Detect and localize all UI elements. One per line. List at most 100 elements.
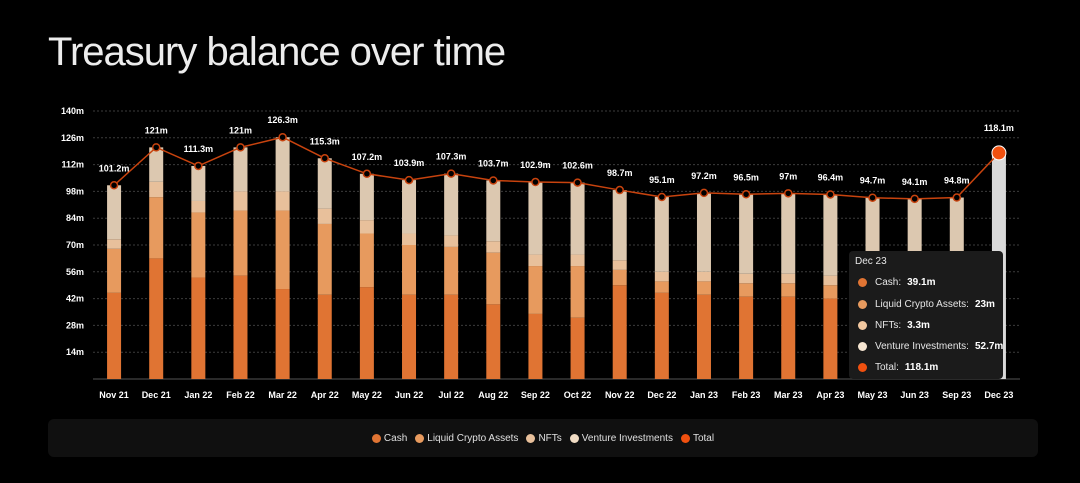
- bar-cash: [359, 287, 374, 379]
- legend-item-liquid[interactable]: Liquid Crypto Assets: [415, 433, 518, 444]
- x-tick-label: Sep 23: [942, 390, 971, 400]
- bar-liquid: [823, 285, 838, 299]
- bar-cash: [781, 296, 796, 379]
- x-tick-label: May 23: [858, 390, 888, 400]
- x-tick-label: Sep 22: [521, 390, 550, 400]
- y-tick-label: 14m: [66, 347, 84, 357]
- bar-liquid: [486, 252, 501, 305]
- total-point: [531, 177, 540, 187]
- bar-nfts: [654, 271, 669, 282]
- total-point: [362, 169, 372, 179]
- bar-nfts: [444, 235, 459, 247]
- y-tick-label: 56m: [66, 267, 84, 277]
- total-dot-icon: [858, 362, 867, 372]
- legend-item-nfts[interactable]: NFTs: [526, 432, 562, 444]
- x-tick-label: Nov 22: [605, 390, 635, 400]
- bar-venture: [486, 180, 501, 242]
- bar-cash: [528, 313, 543, 379]
- total-value-label: 96.4m: [818, 172, 844, 182]
- bar-nfts: [696, 271, 711, 282]
- total-value-label: 121m: [145, 125, 168, 135]
- chart-tooltip: Dec 23 Cash: 39.1m Liquid Crypto Assets:…: [849, 251, 1003, 379]
- total-value-label: 118.1m: [984, 123, 1014, 133]
- venture-swatch-icon: [569, 433, 579, 443]
- total-swatch-icon: [680, 433, 690, 443]
- tooltip-label: Cash:: [875, 276, 902, 288]
- total-value-label: 107.2m: [352, 152, 383, 162]
- bar-liquid: [444, 246, 459, 295]
- tooltip-value: 118.1m: [904, 361, 939, 373]
- bar-venture: [233, 147, 248, 192]
- legend-item-cash[interactable]: Cash: [371, 432, 408, 444]
- tooltip-row-cash: Cash: 39.1m: [858, 275, 935, 289]
- bar-cash: [275, 289, 290, 379]
- bar-cash: [233, 275, 248, 379]
- total-point: [151, 143, 161, 152]
- bar-nfts: [570, 254, 585, 267]
- legend-item-total[interactable]: Total: [680, 432, 715, 444]
- x-tick-label: Feb 23: [732, 390, 761, 400]
- bar-venture: [612, 190, 627, 261]
- bar-venture: [359, 173, 374, 221]
- legend-label: NFTs: [538, 432, 562, 444]
- bar-nfts: [402, 233, 417, 245]
- total-value-label: 97.2m: [691, 171, 717, 181]
- bar-nfts: [739, 273, 754, 284]
- liquid-dot-icon: [858, 299, 867, 309]
- total-value-label: 102.6m: [562, 161, 593, 171]
- total-line: [113, 136, 1000, 200]
- bar-venture: [528, 182, 543, 255]
- total-value-label: 101.2m: [99, 163, 130, 173]
- x-tick-label: Jul 22: [438, 390, 464, 400]
- bar-nfts: [149, 181, 164, 198]
- bar-liquid: [570, 266, 585, 318]
- bar-liquid: [696, 281, 711, 295]
- bar-venture: [317, 158, 332, 209]
- bar-cash: [402, 294, 417, 379]
- nfts-swatch-icon: [526, 433, 536, 443]
- tooltip-label: Venture Investments:: [875, 340, 969, 352]
- x-tick-label: Mar 23: [774, 390, 803, 400]
- bar-cash: [612, 285, 627, 379]
- nfts-dot-icon: [858, 320, 867, 330]
- y-tick-label: 140m: [61, 106, 84, 116]
- total-point: [194, 161, 203, 171]
- x-tick-label: Dec 22: [647, 390, 676, 400]
- legend-item-venture[interactable]: Venture Investments: [569, 433, 673, 444]
- bar-venture: [191, 165, 206, 201]
- tooltip-row-liquid: Liquid Crypto Assets: 23m: [858, 297, 995, 311]
- bar-nfts: [275, 191, 290, 211]
- total-point: [826, 190, 835, 199]
- x-tick-label: Dec 21: [142, 390, 171, 400]
- tooltip-title: Dec 23: [855, 256, 887, 267]
- x-tick-label: Apr 23: [816, 390, 844, 400]
- total-point: [236, 143, 245, 152]
- total-point-highlight: [991, 145, 1007, 161]
- bar-cash: [107, 292, 122, 379]
- legend-label: Total: [692, 432, 715, 444]
- bar-venture: [402, 180, 417, 234]
- bar-cash: [570, 317, 585, 379]
- total-point: [320, 154, 329, 163]
- legend-label: Cash: [383, 432, 408, 444]
- tooltip-row-venture: Venture Investments: 52.7m: [858, 339, 1003, 353]
- total-point: [657, 192, 667, 202]
- x-tick-label: Feb 22: [226, 390, 255, 400]
- y-tick-label: 42m: [66, 294, 84, 304]
- total-value-label: 103.9m: [394, 158, 425, 168]
- tooltip-value: 52.7m: [974, 340, 1004, 352]
- bar-cash: [739, 296, 754, 379]
- bar-venture: [739, 194, 754, 274]
- bar-nfts: [317, 208, 332, 224]
- x-tick-label: Jan 22: [184, 390, 212, 400]
- y-tick-label: 98m: [66, 186, 84, 196]
- x-tick-label: Jun 23: [900, 390, 929, 400]
- x-tick-label: Dec 23: [984, 390, 1013, 400]
- tooltip-row-nfts: NFTs: 3.3m: [858, 318, 930, 332]
- bar-liquid: [781, 283, 796, 297]
- bar-nfts: [233, 191, 248, 211]
- tooltip-row-total: Total: 118.1m: [858, 360, 938, 374]
- bar-cash: [823, 298, 838, 379]
- total-value-label: 121m: [229, 125, 252, 135]
